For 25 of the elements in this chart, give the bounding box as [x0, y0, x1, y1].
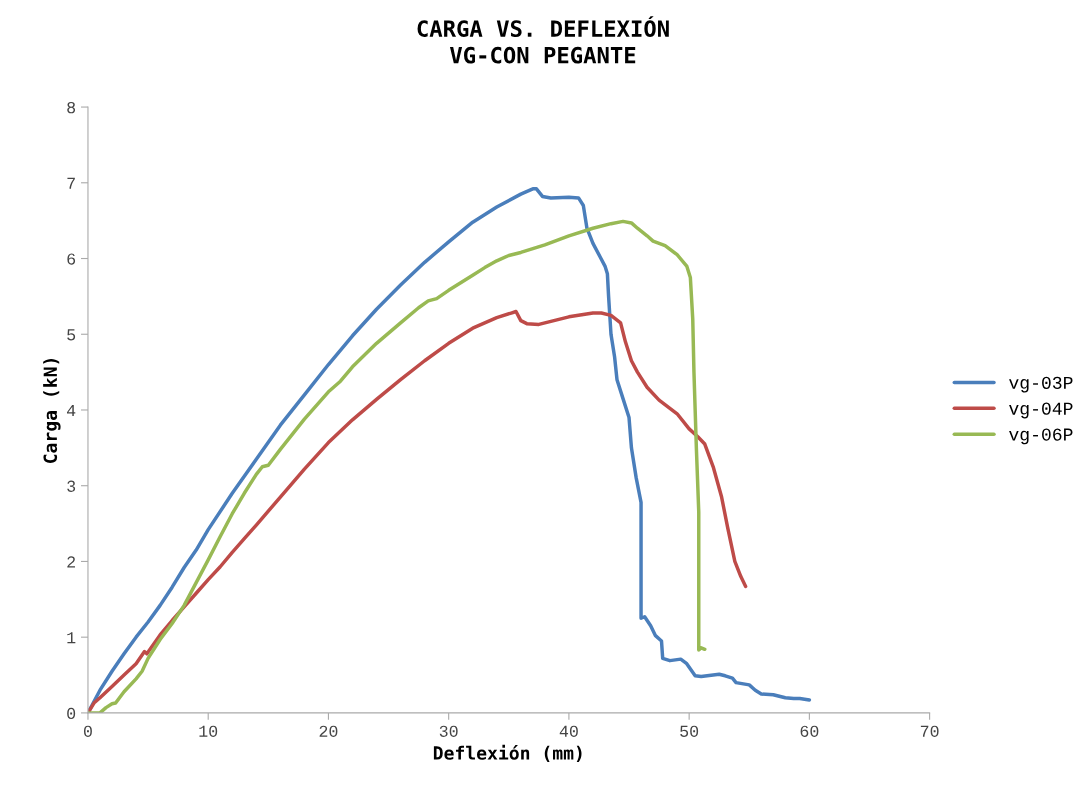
y-tick-label: 8	[67, 101, 76, 114]
line-series	[87, 219, 707, 713]
y-tick-label: 4	[67, 405, 76, 417]
x-tick-label: 40	[559, 725, 578, 737]
chart-title: CARGA VS. DEFLEXIÓN VG-CON PEGANTE	[417, 16, 669, 64]
y-tick-label: 1	[67, 632, 76, 644]
legend-label: vg-03P	[1009, 376, 1073, 393]
x-tick-label: 20	[319, 725, 338, 737]
y-tick-label: 5	[67, 329, 76, 341]
x-tick-label: 30	[439, 725, 458, 737]
legend-label: vg-04P	[1009, 402, 1073, 419]
y-axis-title: Carga (kN)	[43, 359, 61, 463]
x-axis-title: Deflexión (mm)	[433, 744, 582, 762]
x-tick-label: 50	[680, 725, 699, 737]
y-tick-label: 3	[67, 480, 76, 492]
x-tick-label: 10	[199, 725, 218, 737]
x-tick-label: 0	[83, 725, 92, 737]
x-tick-label: 60	[800, 725, 819, 737]
legend-label: vg-06P	[1009, 428, 1073, 445]
y-tick-label: 2	[67, 556, 75, 568]
x-tick-label: 70	[920, 725, 939, 737]
y-tick-label: 0	[67, 707, 76, 720]
line-series	[87, 309, 748, 713]
y-tick-label: 7	[67, 177, 75, 189]
y-tick-label: 6	[67, 253, 76, 265]
